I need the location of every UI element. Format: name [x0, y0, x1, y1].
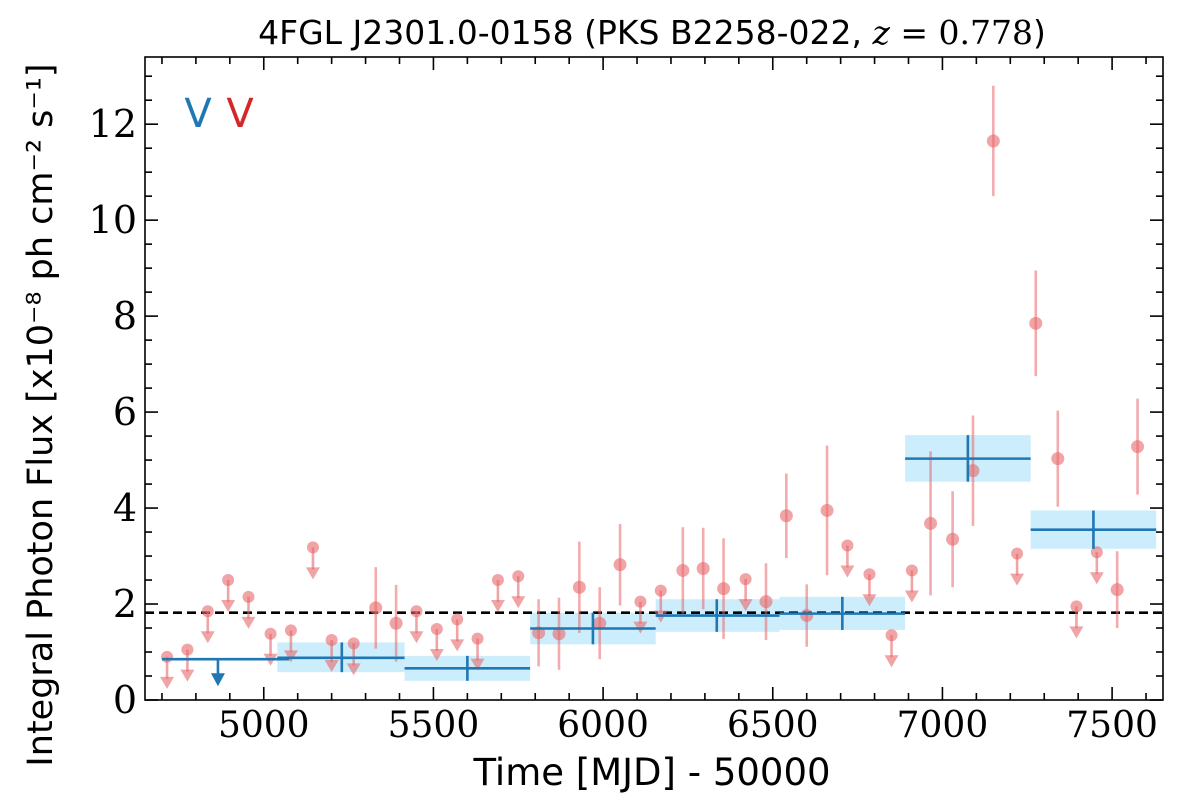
short-bin-point	[924, 516, 938, 530]
short-bin-point	[593, 616, 607, 630]
short-bin-upper-limit-arrow	[200, 631, 215, 644]
short-bin-upper-limit-arrow	[241, 616, 256, 629]
short-bin-upper-limit-point	[222, 574, 235, 587]
y-tick-label: 6	[113, 390, 137, 434]
short-bin-point	[696, 562, 710, 576]
short-bin-upper-limit-point	[161, 650, 174, 663]
short-bin-point	[613, 558, 627, 572]
short-bin-upper-limit-arrow	[738, 599, 753, 612]
short-bin-upper-limit-point	[739, 573, 752, 586]
y-tick-label: 4	[113, 486, 137, 530]
short-bin-upper-limit-arrow	[409, 631, 424, 644]
short-bin-upper-limit-point	[491, 574, 504, 587]
short-bin-upper-limit-point	[841, 539, 854, 552]
y-tick-label: 10	[89, 198, 137, 242]
short-bin-point	[800, 609, 814, 623]
short-bin-upper-limit-arrow	[346, 663, 361, 676]
short-bin-upper-limit-point	[430, 622, 443, 635]
short-bin-upper-limit-arrow	[180, 669, 195, 682]
legend-entry-long-bins: V	[184, 91, 212, 137]
x-axis-label: Time [MJD] - 50000	[472, 751, 830, 794]
short-bin-upper-limit-arrow	[429, 648, 444, 661]
short-bin-upper-limit-point	[306, 541, 319, 554]
short-bin-upper-limit-point	[512, 570, 525, 583]
short-bin-point	[717, 582, 731, 596]
short-bin-upper-limit-arrow	[324, 660, 339, 673]
short-bin-upper-limit-point	[201, 605, 214, 618]
short-bin-upper-limit-point	[181, 643, 194, 656]
y-tick-label: 0	[113, 678, 137, 722]
x-tick-label: 6500	[727, 705, 819, 746]
short-bin-layer	[160, 85, 1145, 689]
short-bin-upper-limit-point	[284, 624, 297, 637]
short-bin-upper-limit-arrow	[160, 676, 175, 689]
short-bin-upper-limit-point	[325, 634, 338, 647]
short-bin-point	[572, 580, 586, 594]
y-axis-label: Integral Photon Flux [x10⁻⁸ ph cm⁻² s⁻¹]	[21, 63, 61, 766]
long-bin-upper-limit-arrow	[210, 673, 225, 687]
short-bin-upper-limit-point	[1011, 547, 1024, 560]
short-bin-point	[1051, 452, 1065, 466]
short-bin-point	[759, 595, 773, 609]
short-bin-upper-limit-arrow	[283, 650, 298, 663]
x-tick-label: 7500	[1066, 705, 1158, 746]
ticks-layer: 5000 5500 6000 6500 7000 7500 0 2 4 6 8 10 12	[89, 57, 1163, 746]
x-tick-label: 5500	[388, 705, 480, 746]
upper-limit-bands-layer	[277, 435, 1157, 681]
short-bin-point	[676, 563, 690, 577]
short-bin-upper-limit-point	[347, 637, 360, 650]
legend-entry-short-bins: V	[226, 91, 254, 137]
y-tick-label: 2	[113, 582, 137, 626]
short-bin-upper-limit-point	[1070, 600, 1083, 613]
short-bin-upper-limit-arrow	[470, 658, 485, 671]
x-tick-label: 5000	[218, 705, 310, 746]
short-bin-upper-limit-arrow	[511, 596, 526, 609]
short-bin-upper-limit-arrow	[305, 567, 320, 580]
short-bin-upper-limit-point	[451, 613, 464, 626]
plot-frame	[144, 56, 1164, 701]
y-tick-label: 8	[113, 294, 137, 338]
short-bin-upper-limit-arrow	[840, 565, 855, 578]
chart-title: 4FGL J2301.0-0158 (PKS B2258-022, z = 0.…	[258, 13, 1046, 52]
short-bin-upper-limit-arrow	[490, 600, 505, 613]
x-tick-label: 7000	[897, 705, 989, 746]
short-bin-upper-limit-arrow	[884, 655, 899, 668]
short-bin-point	[1029, 316, 1043, 330]
short-bin-point	[552, 627, 566, 641]
short-bin-point	[389, 616, 403, 630]
short-bin-upper-limit-arrow	[221, 600, 236, 613]
short-bin-upper-limit-point	[634, 595, 647, 608]
short-bin-point	[946, 532, 960, 546]
short-bin-point	[1131, 440, 1145, 454]
short-bin-upper-limit-arrow	[1010, 573, 1025, 586]
short-bin-point	[369, 601, 383, 615]
short-bin-upper-limit-point	[885, 629, 898, 642]
x-tick-label: 6000	[557, 705, 649, 746]
short-bin-upper-limit-arrow	[904, 590, 919, 603]
short-bin-upper-limit-point	[410, 605, 423, 618]
short-bin-upper-limit-point	[863, 568, 876, 581]
short-bin-upper-limit-point	[264, 627, 277, 640]
short-bin-point	[1110, 583, 1124, 597]
short-bin-point	[779, 509, 793, 523]
short-bin-upper-limit-point	[654, 584, 667, 597]
short-bin-upper-limit-arrow	[862, 594, 877, 607]
short-bin-point	[966, 464, 980, 478]
short-bin-point	[820, 503, 834, 517]
y-tick-label: 12	[89, 102, 137, 146]
short-bin-point	[986, 134, 1000, 148]
short-bin-upper-limit-arrow	[450, 639, 465, 652]
short-bin-upper-limit-arrow	[1069, 626, 1084, 639]
short-bin-upper-limit-point	[1090, 546, 1103, 559]
short-bin-upper-limit-arrow	[1089, 572, 1104, 585]
short-bin-upper-limit-point	[905, 564, 918, 577]
short-bin-upper-limit-point	[242, 590, 255, 603]
short-bin-upper-limit-point	[471, 632, 484, 645]
long-bin-layer	[161, 435, 1157, 687]
